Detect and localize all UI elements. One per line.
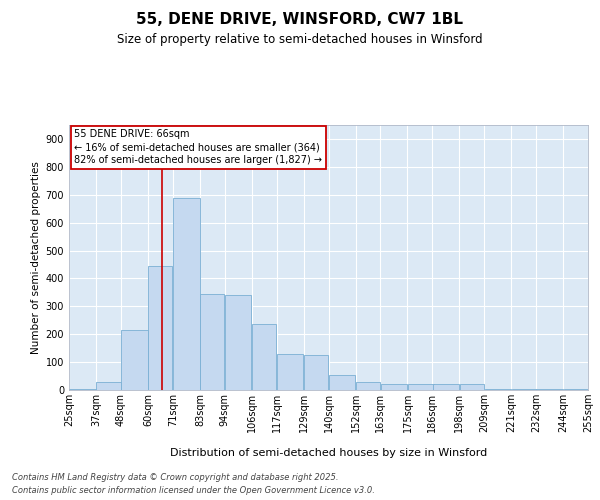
Bar bbox=[225, 295, 251, 390]
Bar bbox=[485, 388, 511, 390]
Bar bbox=[356, 382, 380, 390]
Bar bbox=[381, 384, 407, 390]
Bar bbox=[148, 266, 172, 390]
Bar bbox=[329, 374, 355, 390]
Bar bbox=[277, 354, 304, 390]
Text: Contains HM Land Registry data © Crown copyright and database right 2025.: Contains HM Land Registry data © Crown c… bbox=[12, 472, 338, 482]
Bar bbox=[173, 198, 200, 390]
Text: 55 DENE DRIVE: 66sqm
← 16% of semi-detached houses are smaller (364)
82% of semi: 55 DENE DRIVE: 66sqm ← 16% of semi-detac… bbox=[74, 129, 322, 166]
Bar bbox=[304, 355, 328, 390]
Bar bbox=[200, 294, 224, 390]
Bar bbox=[512, 389, 536, 390]
Bar bbox=[97, 382, 121, 390]
Text: 55, DENE DRIVE, WINSFORD, CW7 1BL: 55, DENE DRIVE, WINSFORD, CW7 1BL bbox=[137, 12, 464, 28]
Text: Contains public sector information licensed under the Open Government Licence v3: Contains public sector information licen… bbox=[12, 486, 375, 495]
Bar bbox=[460, 384, 484, 390]
Y-axis label: Number of semi-detached properties: Number of semi-detached properties bbox=[31, 161, 41, 354]
Text: Size of property relative to semi-detached houses in Winsford: Size of property relative to semi-detach… bbox=[117, 32, 483, 46]
Bar bbox=[70, 388, 96, 390]
Bar bbox=[121, 330, 148, 390]
Bar bbox=[252, 324, 276, 390]
Bar bbox=[408, 384, 434, 390]
Text: Distribution of semi-detached houses by size in Winsford: Distribution of semi-detached houses by … bbox=[170, 448, 487, 458]
Bar bbox=[433, 384, 459, 390]
